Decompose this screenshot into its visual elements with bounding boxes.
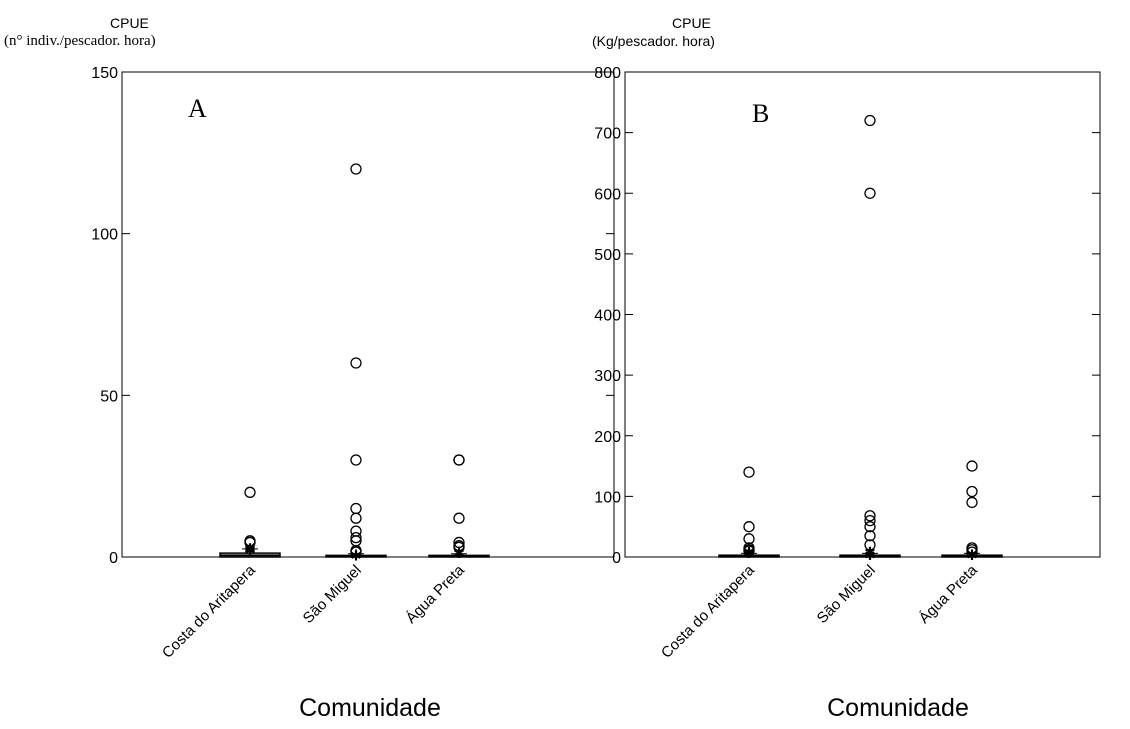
plot-frame — [624, 71, 1101, 558]
x-category-label: Água Preta — [916, 561, 982, 627]
x-category-label: Costa do Aritapera — [658, 561, 758, 661]
x-axis-title: Comunidade — [299, 694, 441, 722]
far-outlier — [864, 510, 876, 522]
y-tick-label: 0 — [612, 550, 621, 567]
far-outlier — [244, 536, 256, 549]
far-outlier — [453, 512, 465, 524]
far-outlier — [864, 530, 876, 542]
far-outlier — [966, 496, 978, 509]
far-outlier — [453, 454, 465, 466]
far-outlier — [350, 357, 362, 369]
far-outlier — [743, 545, 755, 557]
far-outlier — [864, 521, 876, 533]
x-category-label: Água Preta — [403, 561, 469, 627]
y-tick-label: 100 — [91, 227, 118, 244]
y-tick-label: 50 — [100, 388, 118, 405]
y-tick-label: 500 — [594, 247, 621, 264]
y-tick-label: 700 — [594, 126, 621, 143]
near-outlier: ✱ — [244, 542, 256, 558]
far-outlier — [966, 485, 978, 498]
y-tick-label: 0 — [109, 550, 118, 567]
far-outlier — [864, 114, 876, 127]
far-outlier — [743, 466, 755, 478]
near-outlier: ✱ — [864, 544, 876, 560]
far-outlier — [743, 521, 755, 533]
y-tick-label: 800 — [594, 65, 621, 82]
panel-label: A — [188, 94, 207, 123]
near-outlier: ✱ — [743, 544, 755, 560]
near-outlier: ✱ — [453, 545, 465, 561]
near-outlier: ✱ — [864, 547, 876, 563]
x-category-label: São Miguel — [814, 562, 879, 627]
panel-label: B — [752, 99, 769, 128]
far-outlier — [864, 539, 876, 551]
far-outlier — [966, 460, 978, 472]
y-tick-label: 100 — [594, 489, 621, 506]
y-tick-label: 600 — [594, 186, 621, 203]
y-axis-title-b: CPUE (Kg/pescador. hora) — [592, 14, 782, 50]
far-outlier — [350, 454, 362, 466]
x-axis-title: Comunidade — [827, 694, 969, 722]
far-outlier — [350, 502, 362, 515]
far-outlier — [350, 163, 362, 175]
far-outlier — [864, 514, 876, 527]
y-tick-label: 200 — [594, 429, 621, 446]
y-axis-title-a-line1: CPUE — [110, 15, 149, 31]
x-category-label: Costa do Aritapera — [159, 561, 259, 661]
far-outlier — [966, 546, 978, 558]
y-tick-label: 150 — [91, 65, 118, 82]
near-outlier: ✱ — [244, 540, 256, 556]
far-outlier — [350, 531, 362, 544]
y-tick-label: 300 — [594, 368, 621, 385]
plot-frame — [121, 71, 615, 558]
y-axis-title-b-line1: CPUE — [672, 15, 711, 31]
x-category-label: São Miguel — [300, 562, 365, 627]
y-axis-title-b-line2: (Kg/pescador. hora) — [592, 33, 715, 49]
y-tick-label: 400 — [594, 308, 621, 325]
far-outlier — [350, 512, 362, 524]
far-outlier — [453, 536, 465, 549]
far-outlier — [350, 546, 362, 558]
far-outlier — [453, 541, 465, 553]
y-axis-title-a-line2: (n° indiv./pescador. hora) — [4, 33, 156, 49]
y-axis-title-a: CPUE (n° indiv./pescador. hora) — [4, 14, 234, 50]
far-outlier — [864, 187, 876, 199]
far-outlier — [244, 486, 256, 498]
far-outlier — [743, 533, 755, 545]
